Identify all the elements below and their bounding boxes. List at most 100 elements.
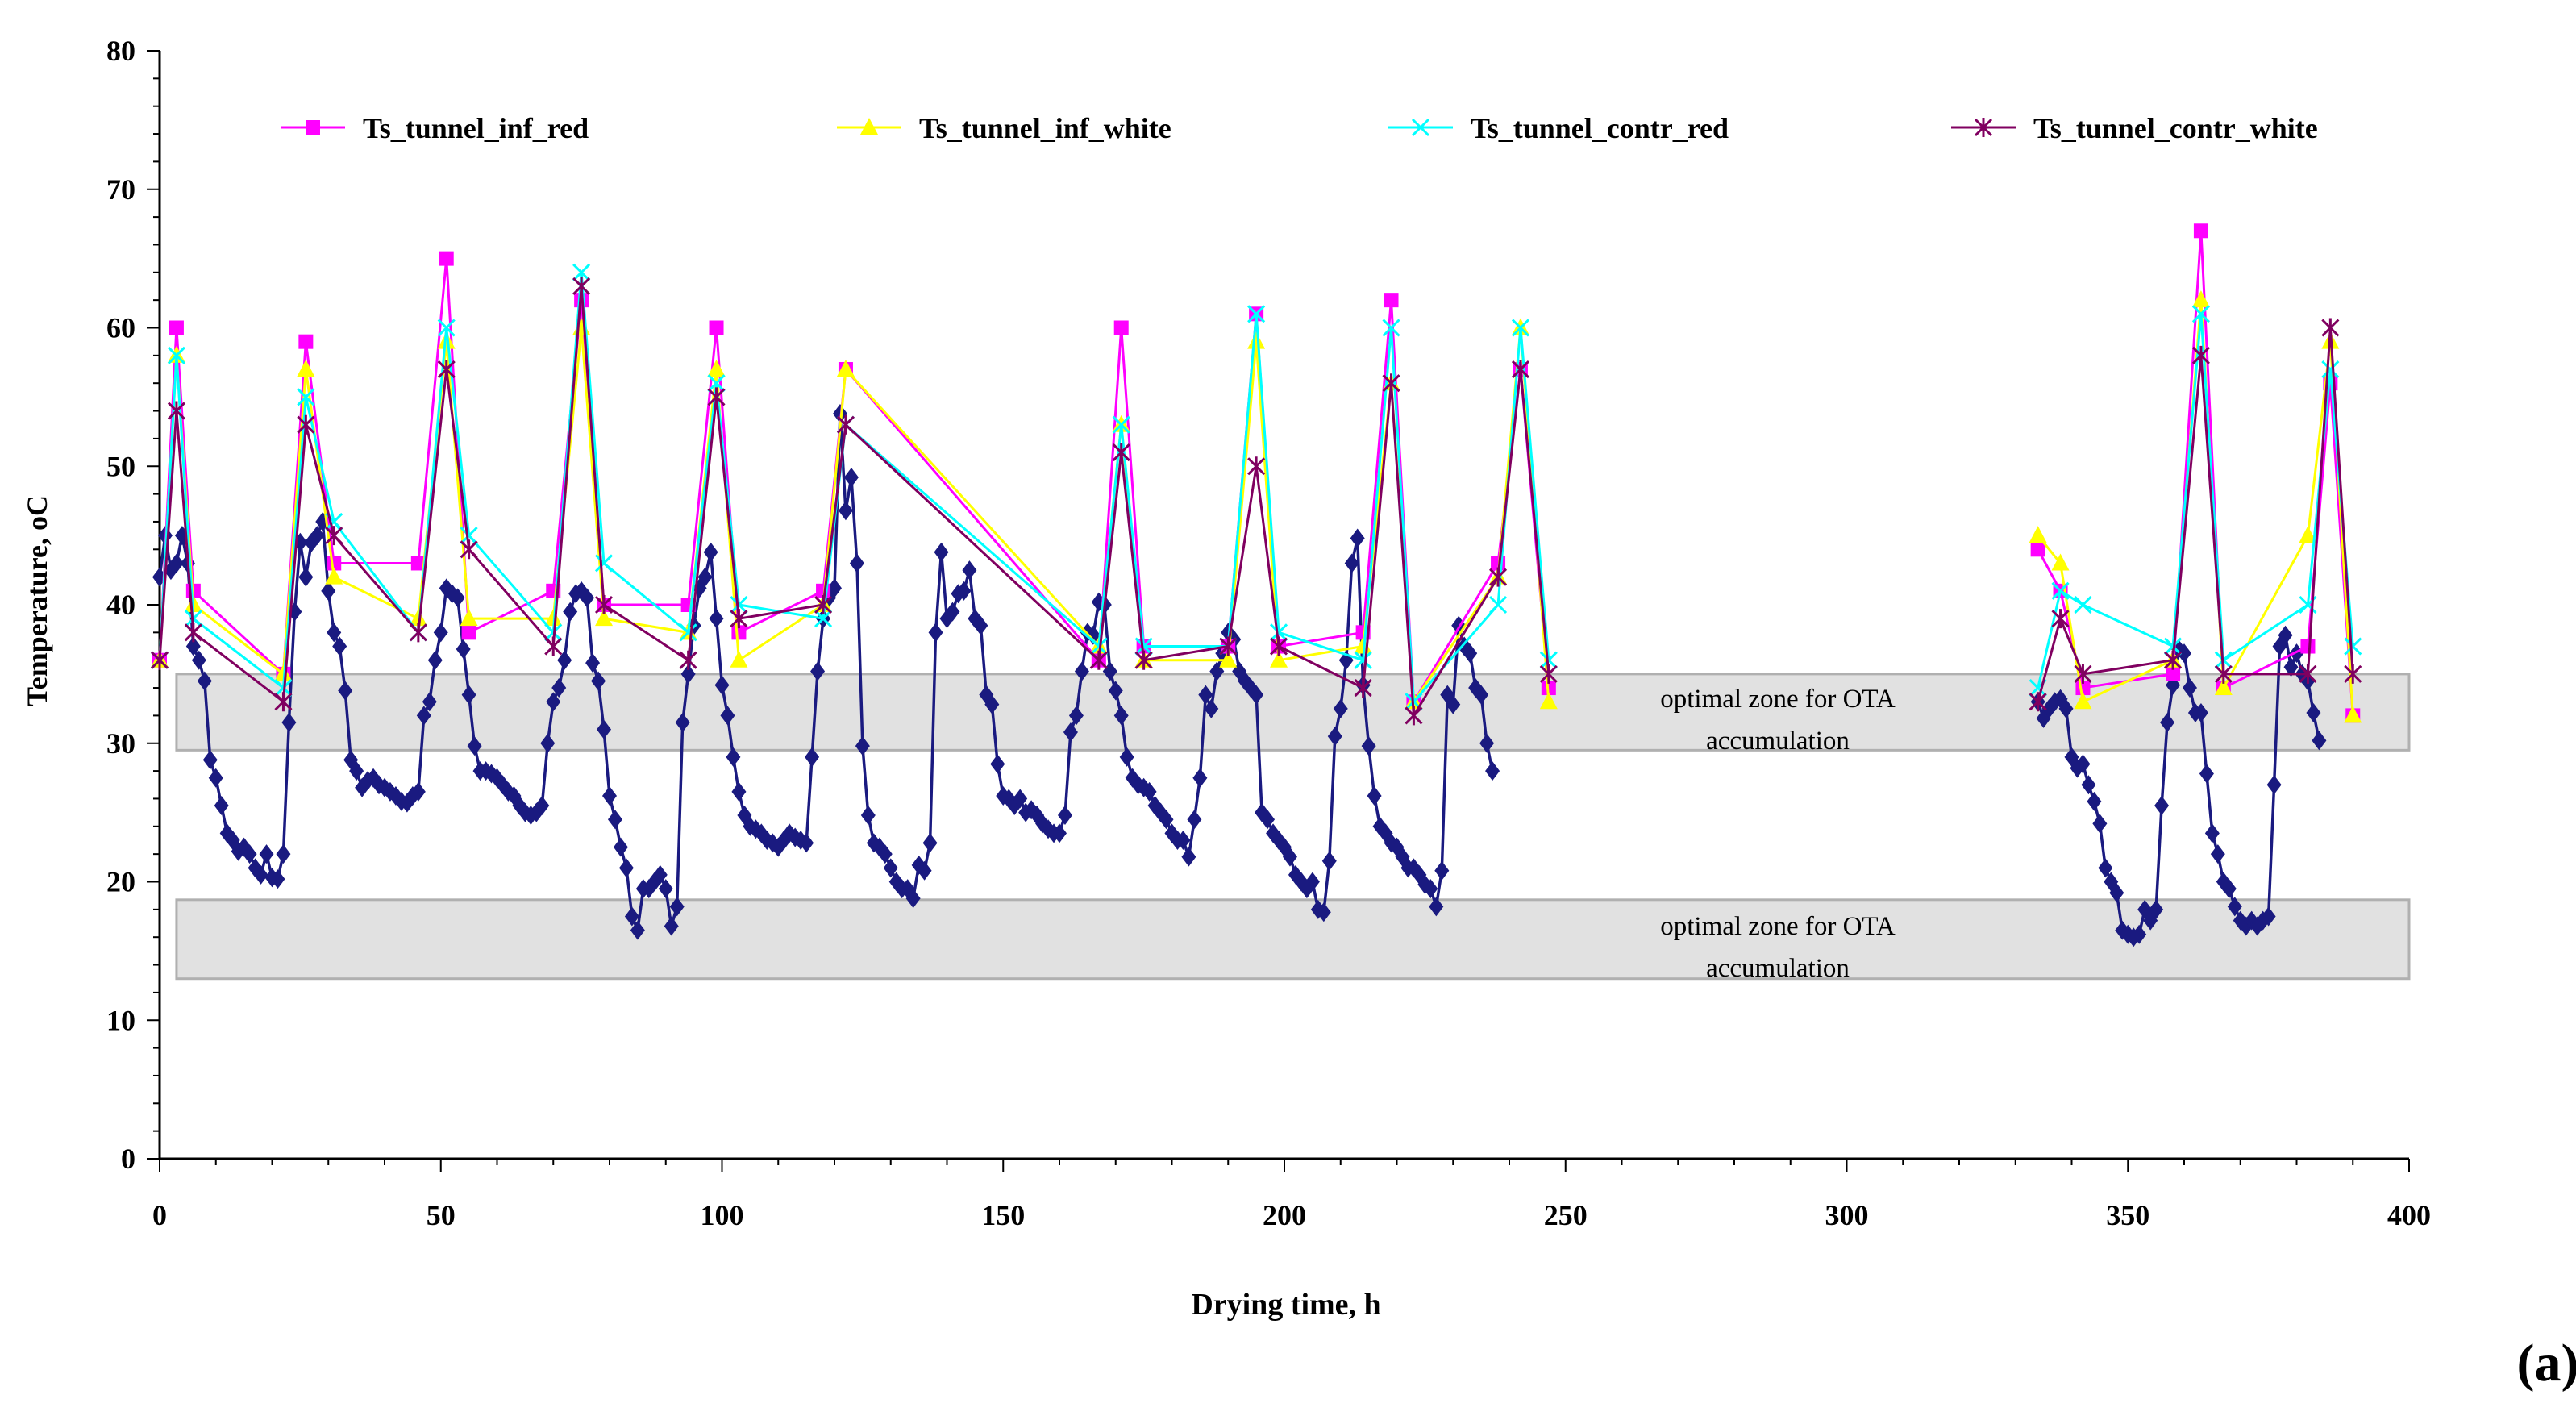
ota-zone-1-label-line1: optimal zone for OTA: [1660, 685, 1896, 714]
data-point-air-temperature-unlabeled: [456, 639, 471, 659]
data-point-ts-tunnel-inf-red: [2300, 639, 2316, 654]
data-point-ts-tunnel-contr-white: [184, 623, 202, 643]
y-axis-label: Temperature, oC: [21, 495, 53, 706]
data-point-air-temperature-unlabeled: [1350, 528, 1365, 548]
data-point-ts-tunnel-contr-white: [679, 650, 697, 670]
data-point-ts-tunnel-contr-white: [1219, 636, 1238, 656]
data-point-air-temperature-unlabeled: [731, 781, 747, 802]
data-point-ts-tunnel-contr-red: [594, 554, 614, 573]
data-point-air-temperature-unlabeled: [1333, 698, 1348, 718]
data-point-ts-tunnel-inf-red: [461, 625, 476, 640]
data-point-air-temperature-unlabeled: [585, 653, 601, 673]
data-point-air-temperature-unlabeled: [399, 793, 414, 813]
data-point-ts-tunnel-contr-red: [2074, 595, 2092, 614]
data-point-ts-tunnel-inf-white: [2051, 553, 2070, 571]
data-point-air-temperature-unlabeled: [2283, 657, 2299, 677]
data-point-air-temperature-unlabeled: [2177, 643, 2191, 664]
data-point-ts-tunnel-contr-white: [836, 414, 855, 435]
data-point-air-temperature-unlabeled: [332, 636, 347, 656]
data-point-ts-tunnel-contr-white: [2163, 650, 2183, 670]
data-point-ts-tunnel-inf-white: [2074, 692, 2092, 710]
data-point-air-temperature-unlabeled: [1187, 810, 1202, 830]
data-point-ts-tunnel-inf-red: [327, 556, 342, 571]
data-point-air-temperature-unlabeled: [2132, 924, 2147, 944]
legend-layer: Ts_tunnel_inf_red Ts_tunnel_inf_white Ts_t…: [281, 112, 2318, 144]
data-point-air-temperature-unlabeled: [416, 706, 431, 726]
data-point-air-temperature-unlabeled: [1446, 694, 1461, 714]
data-point-air-temperature-unlabeled: [1085, 625, 1101, 645]
data-point-ts-tunnel-inf-red: [1113, 320, 1129, 335]
data-point-air-temperature-unlabeled: [276, 844, 291, 864]
data-point-ts-tunnel-contr-white: [1405, 706, 1423, 726]
data-point-ts-tunnel-inf-red: [439, 251, 454, 266]
data-point-ts-tunnel-contr-red: [1539, 651, 1558, 669]
y-tick-label: 40: [106, 589, 135, 621]
data-point-air-temperature-unlabeled: [540, 733, 556, 753]
data-point-air-temperature-unlabeled: [2092, 814, 2108, 834]
data-point-air-temperature-unlabeled: [1260, 810, 1276, 830]
x-tick-label: 350: [2106, 1199, 2149, 1231]
data-point-ts-tunnel-inf-white: [325, 567, 343, 585]
data-point-air-temperature-unlabeled: [2289, 643, 2304, 664]
x-tick-label: 300: [1825, 1199, 1869, 1231]
data-point-ts-tunnel-contr-red: [1354, 651, 1372, 669]
data-point-air-temperature-unlabeled: [281, 712, 297, 732]
data-point-air-temperature-unlabeled: [2210, 844, 2225, 864]
data-point-air-temperature-unlabeled: [1068, 706, 1084, 726]
legend-marker: [306, 120, 320, 135]
data-point-air-temperature-unlabeled: [1367, 786, 1382, 806]
data-point-ts-tunnel-contr-red: [1511, 319, 1530, 337]
data-point-air-temperature-unlabeled: [2204, 823, 2220, 843]
data-point-air-temperature-unlabeled: [799, 833, 814, 853]
data-point-air-temperature-unlabeled: [208, 768, 223, 788]
data-point-ts-tunnel-contr-red: [679, 623, 697, 642]
data-point-air-temperature-unlabeled: [2227, 897, 2242, 917]
legend-item-ts-tunnel-inf-white: Ts_tunnel_inf_white: [837, 112, 1171, 144]
data-point-air-temperature-unlabeled: [1119, 747, 1134, 767]
data-point-ts-tunnel-contr-red: [1134, 637, 1153, 656]
data-point-air-temperature-unlabeled: [973, 615, 988, 635]
data-point-air-temperature-unlabeled: [2154, 796, 2170, 816]
ota-zone-1: [175, 673, 2411, 752]
data-point-ts-tunnel-contr-red: [2321, 360, 2340, 379]
data-point-air-temperature-unlabeled: [1204, 698, 1219, 718]
data-point-ts-tunnel-inf-red: [2193, 223, 2208, 239]
data-point-air-temperature-unlabeled: [1013, 789, 1028, 809]
data-point-ts-tunnel-contr-white: [2029, 692, 2047, 712]
data-point-ts-tunnel-inf-white: [730, 650, 748, 668]
data-point-air-temperature-unlabeled: [1423, 879, 1438, 899]
legend-marker: [1411, 118, 1430, 137]
legend-label: Ts_tunnel_contr_red: [1471, 112, 1729, 144]
ota-zone-2: [175, 898, 2411, 981]
data-point-air-temperature-unlabeled: [191, 650, 206, 670]
series-ts-tunnel-contr-white: [150, 276, 2362, 726]
data-point-ts-tunnel-contr-white: [1488, 567, 1508, 587]
data-point-air-temperature-unlabeled: [1429, 897, 1444, 917]
data-point-ts-tunnel-contr-white: [460, 539, 478, 560]
data-point-ts-tunnel-contr-white: [409, 623, 427, 643]
data-point-ts-tunnel-contr-white: [572, 276, 591, 296]
data-point-ts-tunnel-inf-white: [1539, 692, 1558, 710]
data-point-air-temperature-unlabeled: [922, 833, 938, 853]
data-point-air-temperature-unlabeled: [1434, 860, 1450, 881]
data-point-air-temperature-unlabeled: [1192, 768, 1208, 788]
data-point-ts-tunnel-contr-white: [2051, 609, 2070, 629]
data-point-air-temperature-unlabeled: [410, 781, 426, 802]
data-point-air-temperature-unlabeled: [327, 623, 342, 643]
data-point-air-temperature-unlabeled: [849, 553, 864, 573]
data-point-ts-tunnel-inf-red: [169, 320, 184, 335]
data-point-air-temperature-unlabeled: [607, 810, 622, 830]
data-point-ts-tunnel-contr-red: [814, 610, 833, 628]
legend-label: Ts_tunnel_inf_white: [919, 112, 1171, 144]
data-point-air-temperature-unlabeled: [652, 864, 668, 885]
data-point-air-temperature-unlabeled: [1361, 736, 1376, 756]
data-point-ts-tunnel-inf-white: [297, 360, 315, 377]
data-point-air-temperature-unlabeled: [2109, 883, 2124, 903]
data-point-air-temperature-unlabeled: [697, 567, 713, 587]
data-point-air-temperature-unlabeled: [461, 685, 476, 705]
data-point-air-temperature-unlabeled: [675, 712, 690, 732]
data-point-air-temperature-unlabeled: [805, 747, 820, 767]
data-point-air-temperature-unlabeled: [2306, 702, 2321, 722]
data-point-air-temperature-unlabeled: [2278, 625, 2293, 645]
